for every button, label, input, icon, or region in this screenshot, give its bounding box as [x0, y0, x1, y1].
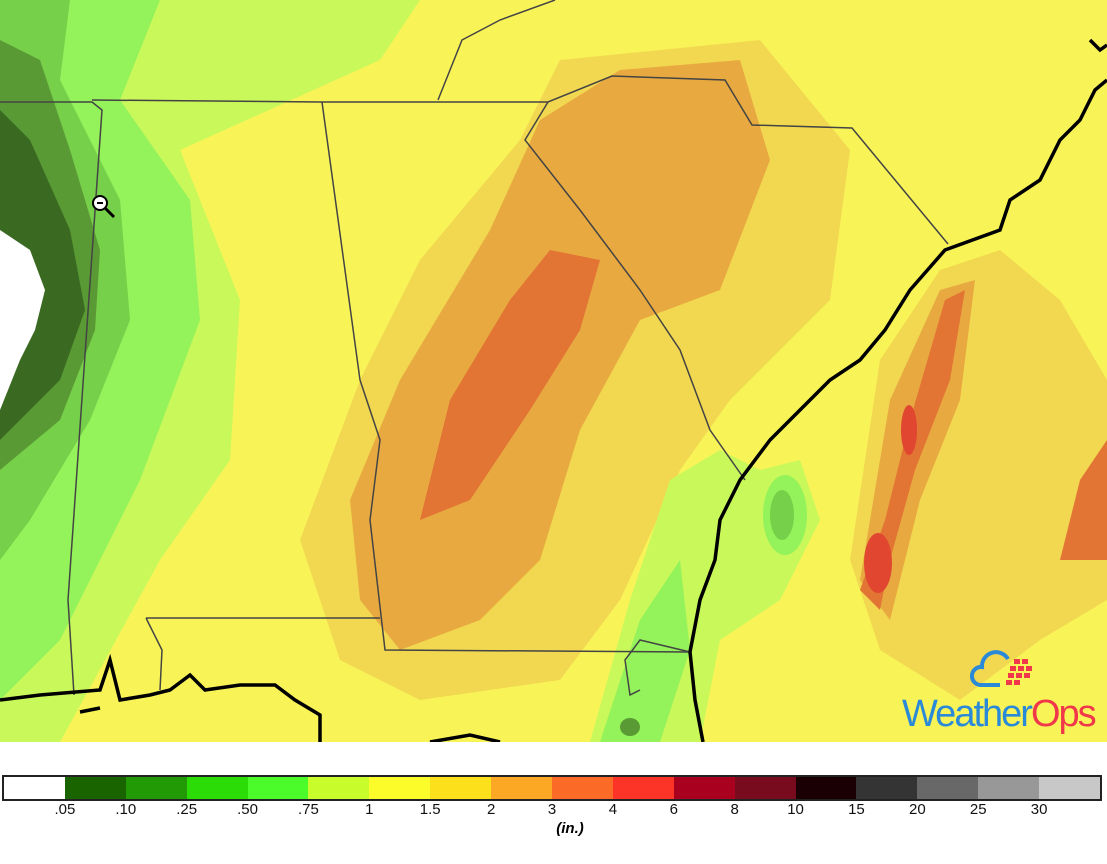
precipitation-map[interactable]: [0, 0, 1107, 742]
dark-green-spot: [620, 718, 640, 736]
dark-orange-region: [420, 250, 600, 520]
legend-label: 3: [547, 801, 557, 818]
legend-label: 4: [608, 801, 618, 818]
legend-label: 6: [669, 801, 678, 818]
red-core: [864, 533, 892, 593]
legend-label: 2: [486, 801, 496, 818]
legend-label: 1.5: [419, 801, 441, 818]
legend-label: 25: [969, 801, 987, 818]
legend-label: 10: [787, 801, 804, 818]
legend-swatch: [917, 777, 979, 799]
legend-label: 1: [365, 801, 374, 818]
state-borders: [0, 0, 949, 697]
legend-label: .75: [298, 801, 319, 818]
legend-swatch: [1039, 777, 1101, 799]
legend-swatch: [552, 777, 613, 799]
legend-swatch: [64, 777, 126, 799]
legend-label: 8: [730, 801, 739, 818]
legend-swatch: [734, 777, 796, 799]
legend-label: .05: [54, 801, 76, 818]
legend-label: 15: [848, 801, 865, 818]
no-data-region: [0, 230, 45, 410]
zoom-out-icon[interactable]: [92, 195, 116, 219]
green-patch-core: [770, 490, 794, 540]
legend-swatch: [247, 777, 309, 799]
legend-label: 20: [908, 801, 926, 818]
legend-label: .10: [115, 801, 137, 818]
legend-swatch: [125, 777, 187, 799]
legend-label: 30: [1030, 801, 1048, 818]
color-legend: [2, 775, 1102, 801]
legend-unit: (in.): [556, 820, 584, 837]
legend-swatch: [308, 777, 370, 799]
legend-swatch: [430, 777, 492, 799]
legend-swatch: [612, 777, 674, 799]
legend-label: .25: [176, 801, 198, 818]
legend-swatch: [491, 777, 553, 799]
legend-label: .50: [237, 801, 258, 818]
legend-swatch: [369, 777, 431, 799]
legend-swatch: [856, 777, 918, 799]
logo-text: WeatherOps: [902, 693, 1097, 735]
legend-swatch: [186, 777, 248, 799]
weatherops-logo: WeatherOps: [902, 645, 1107, 740]
cloud-logo-icon: [970, 650, 1032, 687]
legend-swatch: [4, 777, 65, 799]
legend-swatch: [673, 777, 735, 799]
coastline: [0, 38, 1107, 742]
legend-swatch: [978, 777, 1040, 799]
red-core: [901, 405, 917, 455]
far-east-orange: [1060, 440, 1107, 560]
legend-swatch: [795, 777, 857, 799]
